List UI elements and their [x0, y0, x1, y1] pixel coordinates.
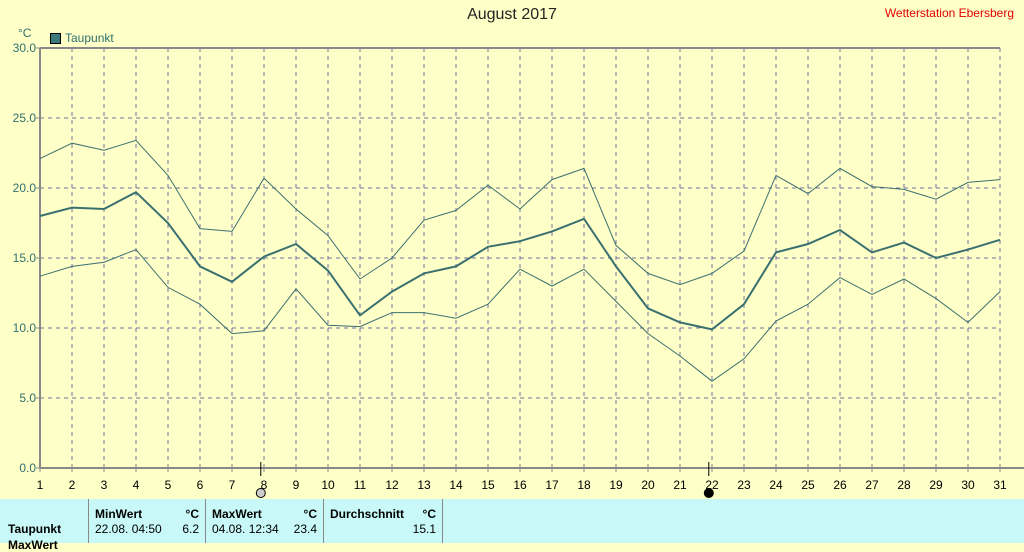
x-tick-label: 7	[229, 478, 236, 492]
x-tick-label: 3	[101, 478, 108, 492]
min-header: MinWert	[95, 507, 143, 521]
min-value: 6.2	[182, 522, 199, 536]
y-axis-unit: °C	[18, 26, 32, 40]
legend: Taupunkt	[50, 31, 114, 45]
x-tick-label: 5	[165, 478, 172, 492]
series-line-min	[39, 249, 1001, 382]
avg-column: Durchschnitt °C 15.1	[323, 499, 443, 543]
x-tick-label: 8	[261, 478, 268, 492]
x-tick-label: 13	[417, 478, 431, 492]
x-tick-label: 17	[545, 478, 559, 492]
x-tick-label: 1	[37, 478, 44, 492]
x-tick-label: 28	[897, 478, 911, 492]
y-tick-label: 30.0	[13, 41, 37, 55]
x-tick-label: 24	[769, 478, 783, 492]
max-header: MaxWert	[212, 507, 262, 521]
x-tick-label: 12	[385, 478, 399, 492]
chart: 0.05.010.015.020.025.030.01 2 3 4 5 6 7 8 9 10 11 1…	[13, 41, 1024, 498]
x-tick-label: 30	[961, 478, 975, 492]
x-tick-label: 21	[673, 478, 687, 492]
x-tick-label: 14	[449, 478, 463, 492]
x-tick-label: 10	[321, 478, 335, 492]
x-tick-label: 26	[833, 478, 847, 492]
y-tick-label: 10.0	[13, 321, 37, 335]
x-tick-label: 15	[481, 478, 495, 492]
row-label: Taupunkt	[8, 522, 62, 536]
series-line-taupunkt	[39, 190, 1001, 331]
x-tick-label: 23	[737, 478, 751, 492]
unit-header: °C	[303, 507, 317, 521]
unit-header: °C	[185, 507, 199, 521]
x-tick-label: 16	[513, 478, 527, 492]
x-tick-label: 6	[197, 478, 204, 492]
max-time: 04.08. 12:34	[212, 522, 279, 536]
y-tick-label: 20.0	[13, 181, 37, 195]
min-column: MinWert °C 22.08. 04:50 6.2	[88, 499, 205, 543]
x-tick-label: 29	[929, 478, 943, 492]
x-tick-label: 9	[293, 478, 300, 492]
station-name: Wetterstation Ebersberg	[884, 6, 1014, 20]
series-line-max	[39, 139, 1001, 286]
full-moon-icon	[255, 488, 266, 498]
avg-header: Durchschnitt	[330, 507, 405, 521]
x-tick-label: 25	[801, 478, 815, 492]
x-tick-label: 4	[133, 478, 140, 492]
min-time: 22.08. 04:50	[95, 522, 162, 536]
stats-table: Taupunkt MaxWert MinWert °C 22.08. 04:50…	[0, 499, 1024, 552]
x-tick-label: 19	[609, 478, 623, 492]
legend-label: Taupunkt	[65, 31, 114, 45]
x-tick-label: 2	[69, 478, 76, 492]
x-tick-label: 11	[354, 478, 367, 492]
chart-title: August 2017	[467, 6, 557, 23]
max-value: 23.4	[293, 522, 317, 536]
new-moon-icon	[703, 488, 714, 498]
avg-value: 15.1	[412, 522, 436, 536]
y-tick-label: 15.0	[13, 251, 37, 265]
y-tick-label: 5.0	[19, 391, 36, 405]
max-column: MaxWert °C 04.08. 12:34 23.4	[205, 499, 323, 543]
x-tick-label: 18	[577, 478, 591, 492]
y-tick-label: 0.0	[19, 461, 36, 475]
unit-header: °C	[422, 507, 436, 521]
x-tick-label: 27	[865, 478, 879, 492]
legend-swatch	[50, 32, 61, 44]
y-tick-label: 25.0	[13, 111, 37, 125]
x-tick-label: 31	[993, 478, 1007, 492]
row-label-2: MaxWert	[8, 538, 58, 552]
x-tick-label: 20	[641, 478, 655, 492]
